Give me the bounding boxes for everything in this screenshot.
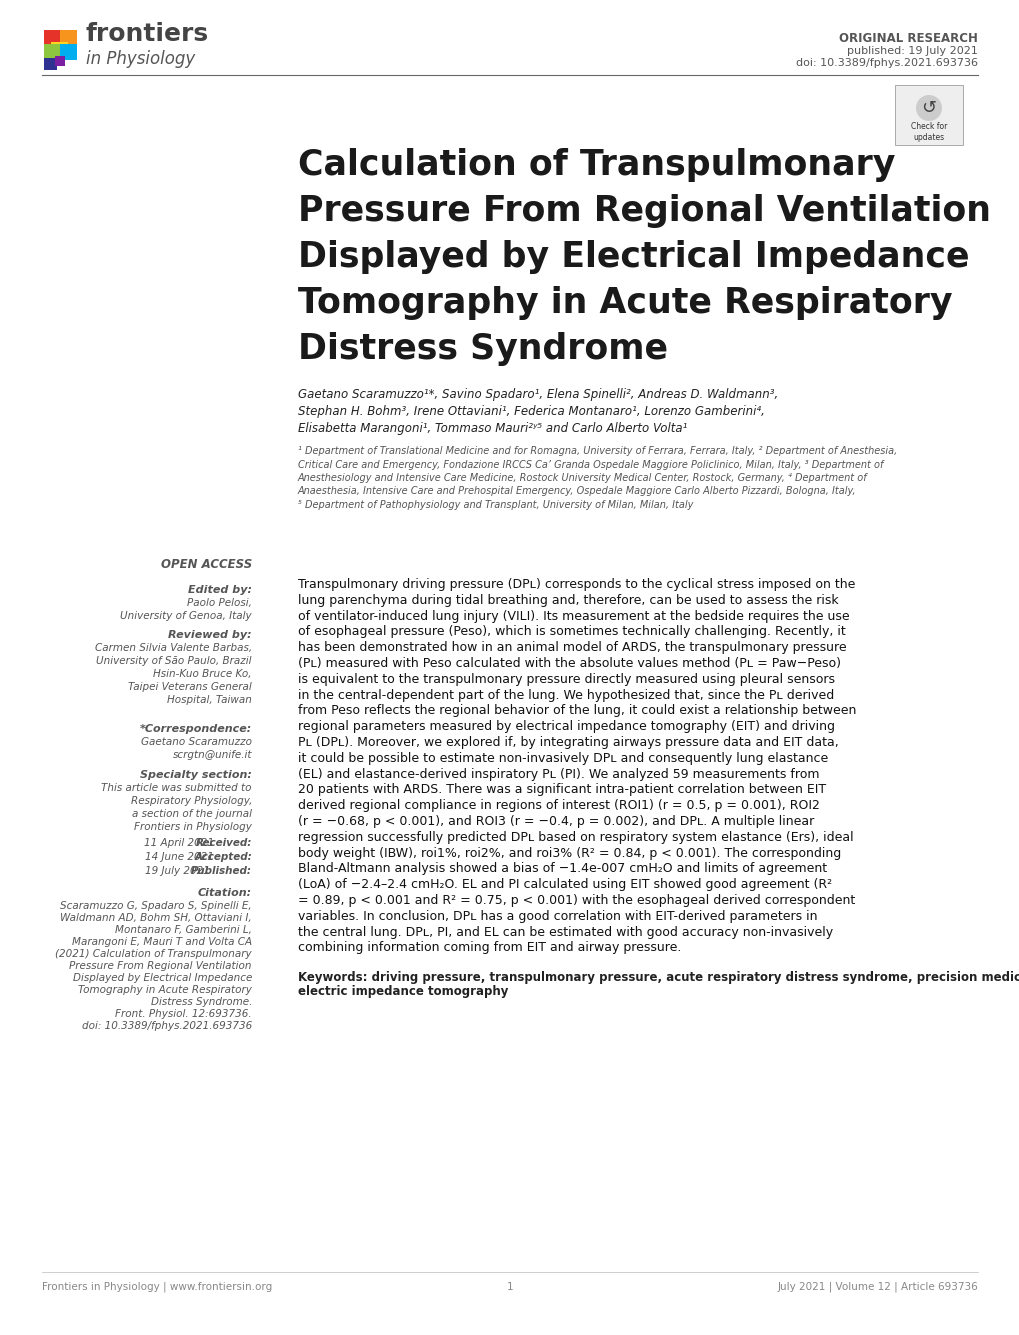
Text: doi: 10.3389/fphys.2021.693736: doi: 10.3389/fphys.2021.693736 [82, 1021, 252, 1031]
Text: it could be possible to estimate non-invasively DPʟ and consequently lung elasta: it could be possible to estimate non-inv… [298, 752, 827, 765]
Text: ↺: ↺ [920, 99, 935, 117]
Text: University of São Paulo, Brazil: University of São Paulo, Brazil [97, 655, 252, 666]
Text: (LoA) of −2.4–2.4 cmH₂O. EL and PI calculated using EIT showed good agreement (R: (LoA) of −2.4–2.4 cmH₂O. EL and PI calcu… [298, 878, 832, 892]
Text: Pressure From Regional Ventilation: Pressure From Regional Ventilation [298, 194, 990, 228]
Text: is equivalent to the transpulmonary pressure directly measured using pleural sen: is equivalent to the transpulmonary pres… [298, 673, 835, 686]
Text: from Peso reflects the regional behavior of the lung, it could exist a relations: from Peso reflects the regional behavior… [298, 705, 856, 717]
Text: Received:: Received: [196, 838, 252, 848]
Text: 11 April 2021: 11 April 2021 [144, 838, 214, 848]
Text: Taipei Veterans General: Taipei Veterans General [128, 682, 252, 692]
Text: regression successfully predicted DPʟ based on respiratory system elastance (Ers: regression successfully predicted DPʟ ba… [298, 830, 853, 844]
Text: Critical Care and Emergency, Fondazione IRCCS Ca’ Granda Ospedale Maggiore Polic: Critical Care and Emergency, Fondazione … [298, 459, 882, 470]
Bar [51, 41, 68, 57]
Text: Gaetano Scaramuzzo: Gaetano Scaramuzzo [141, 737, 252, 748]
Bar [44, 29, 62, 45]
FancyBboxPatch shape [894, 85, 962, 146]
Text: body weight (IBW), roi1%, roi2%, and roi3% (R² = 0.84, p < 0.001). The correspon: body weight (IBW), roi1%, roi2%, and roi… [298, 846, 841, 860]
Text: frontiers: frontiers [86, 21, 209, 45]
Text: 1: 1 [506, 1282, 513, 1292]
Text: a section of the journal: a section of the journal [131, 809, 252, 818]
Text: Respiratory Physiology,: Respiratory Physiology, [130, 796, 252, 806]
Text: Marangoni E, Mauri T and Volta CA: Marangoni E, Mauri T and Volta CA [71, 937, 252, 947]
Bar [60, 44, 76, 60]
Text: lung parenchyma during tidal breathing and, therefore, can be used to assess the: lung parenchyma during tidal breathing a… [298, 594, 838, 607]
Text: Reviewed by:: Reviewed by: [168, 630, 252, 639]
Text: Check for
updates: Check for updates [910, 121, 947, 142]
Text: Calculation of Transpulmonary: Calculation of Transpulmonary [298, 148, 895, 182]
Text: Anesthesiology and Intensive Care Medicine, Rostock University Medical Center, R: Anesthesiology and Intensive Care Medici… [298, 473, 867, 483]
Text: Accepted:: Accepted: [194, 852, 252, 862]
Text: This article was submitted to: This article was submitted to [102, 784, 252, 793]
Text: (2021) Calculation of Transpulmonary: (2021) Calculation of Transpulmonary [55, 949, 252, 959]
Text: Distress Syndrome.: Distress Syndrome. [151, 997, 252, 1007]
Text: Front. Physiol. 12:693736.: Front. Physiol. 12:693736. [115, 1009, 252, 1019]
Text: Waldmann AD, Bohm SH, Ottaviani I,: Waldmann AD, Bohm SH, Ottaviani I, [60, 913, 252, 922]
Text: = 0.89, p < 0.001 and R² = 0.75, p < 0.001) with the esophageal derived correspo: = 0.89, p < 0.001 and R² = 0.75, p < 0.0… [298, 894, 854, 906]
Text: Elisabetta Marangoni¹, Tommaso Mauri²ʸ⁵ and Carlo Alberto Volta¹: Elisabetta Marangoni¹, Tommaso Mauri²ʸ⁵ … [298, 422, 687, 435]
Text: (r = −0.68, p < 0.001), and ROI3 (r = −0.4, p = 0.002), and DPʟ. A multiple line: (r = −0.68, p < 0.001), and ROI3 (r = −0… [298, 814, 813, 828]
Circle shape [915, 95, 942, 121]
Text: July 2021 | Volume 12 | Article 693736: July 2021 | Volume 12 | Article 693736 [776, 1282, 977, 1292]
Text: the central lung. DPʟ, PI, and EL can be estimated with good accuracy non-invasi: the central lung. DPʟ, PI, and EL can be… [298, 925, 833, 939]
Text: 20 patients with ARDS. There was a significant intra-patient correlation between: 20 patients with ARDS. There was a signi… [298, 784, 825, 797]
Text: (EL) and elastance-derived inspiratory Pʟ (PI). We analyzed 59 measurements from: (EL) and elastance-derived inspiratory P… [298, 768, 818, 781]
Text: Distress Syndrome: Distress Syndrome [298, 332, 667, 366]
Text: in Physiology: in Physiology [86, 49, 195, 68]
Text: Pressure From Regional Ventilation: Pressure From Regional Ventilation [69, 961, 252, 971]
Text: Tomography in Acute Respiratory: Tomography in Acute Respiratory [298, 286, 952, 320]
Text: Anaesthesia, Intensive Care and Prehospital Emergency, Ospedale Maggiore Carlo A: Anaesthesia, Intensive Care and Prehospi… [298, 486, 856, 497]
Text: Displayed by Electrical Impedance: Displayed by Electrical Impedance [298, 240, 968, 274]
Text: of esophageal pressure (Peso), which is sometimes technically challenging. Recen: of esophageal pressure (Peso), which is … [298, 625, 845, 638]
Text: Displayed by Electrical Impedance: Displayed by Electrical Impedance [72, 973, 252, 983]
Bar [60, 29, 76, 45]
Text: Paolo Pelosi,: Paolo Pelosi, [186, 598, 252, 607]
Text: *Correspondence:: *Correspondence: [140, 724, 252, 734]
Text: OPEN ACCESS: OPEN ACCESS [161, 558, 252, 571]
Text: Edited by:: Edited by: [187, 585, 252, 595]
Text: Scaramuzzo G, Spadaro S, Spinelli E,: Scaramuzzo G, Spadaro S, Spinelli E, [60, 901, 252, 910]
Text: variables. In conclusion, DPʟ has a good correlation with EIT-derived parameters: variables. In conclusion, DPʟ has a good… [298, 909, 816, 922]
Text: Citation:: Citation: [198, 888, 252, 898]
Text: Bland-Altmann analysis showed a bias of −1.4e-007 cmH₂O and limits of agreement: Bland-Altmann analysis showed a bias of … [298, 862, 826, 876]
Text: scrgtn@unife.it: scrgtn@unife.it [172, 750, 252, 760]
Text: Keywords: driving pressure, transpulmonary pressure, acute respiratory distress : Keywords: driving pressure, transpulmona… [298, 971, 1019, 984]
Text: Specialty section:: Specialty section: [140, 770, 252, 780]
Text: combining information coming from EIT and airway pressure.: combining information coming from EIT an… [298, 941, 681, 955]
Text: Frontiers in Physiology | www.frontiersin.org: Frontiers in Physiology | www.frontiersi… [42, 1282, 272, 1292]
Text: of ventilator-induced lung injury (VILI). Its measurement at the bedside require: of ventilator-induced lung injury (VILI)… [298, 610, 849, 622]
Text: published: 19 July 2021: published: 19 July 2021 [847, 45, 977, 56]
Text: has been demonstrated how in an animal model of ARDS, the transpulmonary pressur: has been demonstrated how in an animal m… [298, 641, 846, 654]
Text: Transpulmonary driving pressure (DPʟ) corresponds to the cyclical stress imposed: Transpulmonary driving pressure (DPʟ) co… [298, 578, 855, 591]
Text: ORIGINAL RESEARCH: ORIGINAL RESEARCH [839, 32, 977, 45]
Bar [55, 56, 65, 65]
Text: Hospital, Taiwan: Hospital, Taiwan [167, 696, 252, 705]
Bar [44, 57, 57, 69]
Text: Pʟ (DPʟ). Moreover, we explored if, by integrating airways pressure data and EIT: Pʟ (DPʟ). Moreover, we explored if, by i… [298, 736, 838, 749]
Bar [44, 44, 61, 60]
Text: Gaetano Scaramuzzo¹*, Savino Spadaro¹, Elena Spinelli², Andreas D. Waldmann³,: Gaetano Scaramuzzo¹*, Savino Spadaro¹, E… [298, 388, 777, 400]
Text: in the central-dependent part of the lung. We hypothesized that, since the Pʟ de: in the central-dependent part of the lun… [298, 689, 834, 702]
Text: derived regional compliance in regions of interest (ROI1) (r = 0.5, p = 0.001), : derived regional compliance in regions o… [298, 800, 819, 812]
Text: Frontiers in Physiology: Frontiers in Physiology [133, 822, 252, 832]
Text: Carmen Silvia Valente Barbas,: Carmen Silvia Valente Barbas, [95, 643, 252, 653]
Text: Stephan H. Bohm³, Irene Ottaviani¹, Federica Montanaro¹, Lorenzo Gamberini⁴,: Stephan H. Bohm³, Irene Ottaviani¹, Fede… [298, 405, 764, 418]
Text: ¹ Department of Translational Medicine and for Romagna, University of Ferrara, F: ¹ Department of Translational Medicine a… [298, 446, 897, 457]
Text: ⁵ Department of Pathophysiology and Transplant, University of Milan, Milan, Ital: ⁵ Department of Pathophysiology and Tran… [298, 501, 693, 510]
Text: electric impedance tomography: electric impedance tomography [298, 985, 507, 999]
Text: Hsin-Kuo Bruce Ko,: Hsin-Kuo Bruce Ko, [153, 669, 252, 680]
Text: (Pʟ) measured with Peso calculated with the absolute values method (Pʟ = Paw−Pes: (Pʟ) measured with Peso calculated with … [298, 657, 841, 670]
Text: Montanaro F, Gamberini L,: Montanaro F, Gamberini L, [115, 925, 252, 934]
Text: 19 July 2021: 19 July 2021 [145, 866, 210, 876]
Text: regional parameters measured by electrical impedance tomography (EIT) and drivin: regional parameters measured by electric… [298, 720, 835, 733]
Text: doi: 10.3389/fphys.2021.693736: doi: 10.3389/fphys.2021.693736 [795, 57, 977, 68]
Text: 14 June 2021: 14 June 2021 [145, 852, 214, 862]
Text: University of Genoa, Italy: University of Genoa, Italy [120, 611, 252, 621]
Text: Published:: Published: [191, 866, 252, 876]
Text: Tomography in Acute Respiratory: Tomography in Acute Respiratory [78, 985, 252, 995]
